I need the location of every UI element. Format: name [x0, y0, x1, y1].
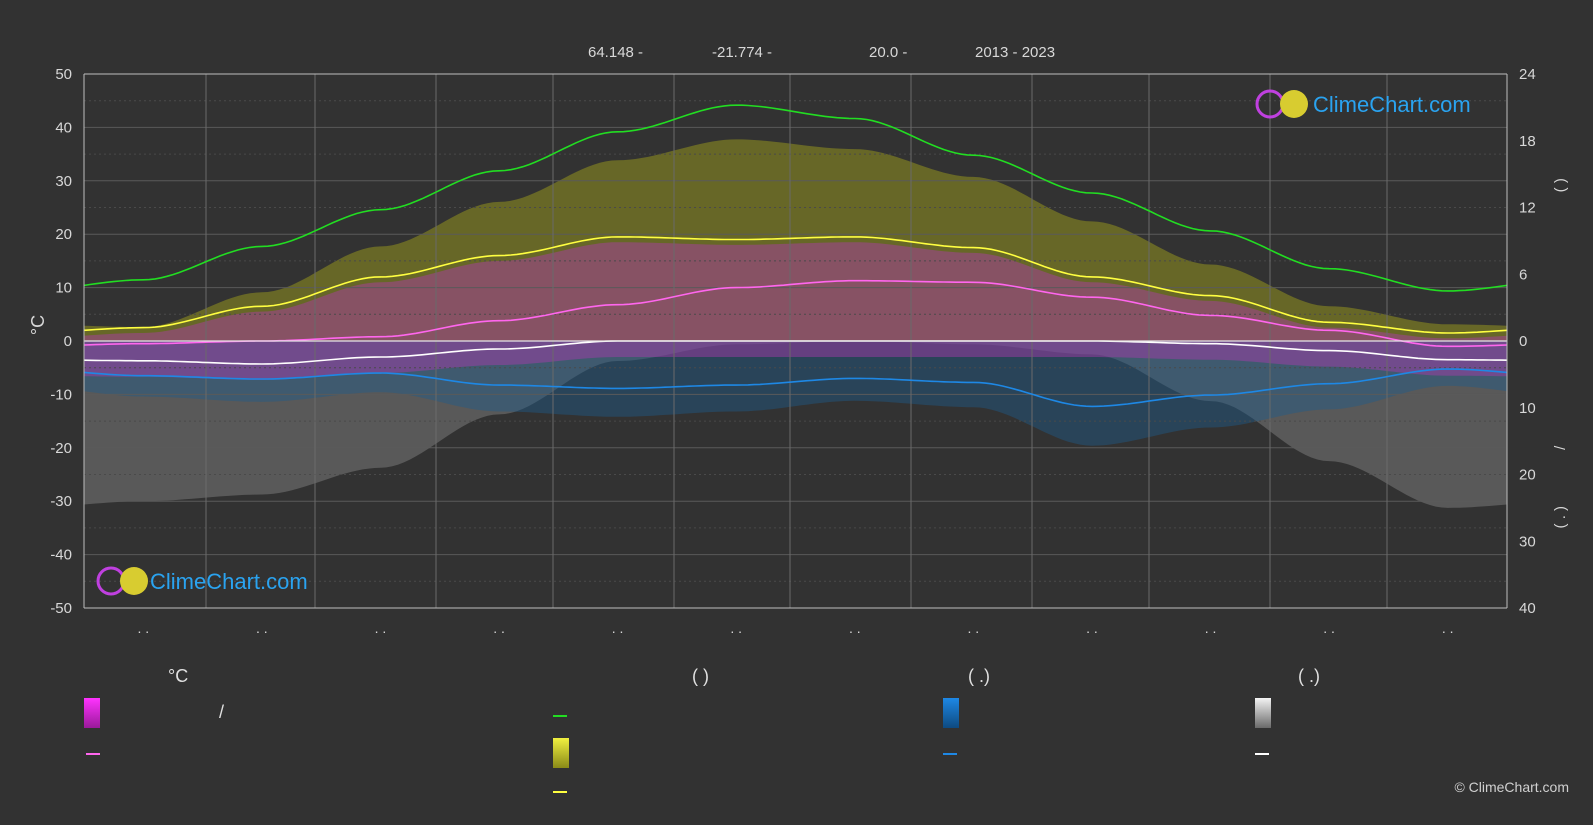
header-latitude: 64.148 -	[588, 44, 643, 61]
right-axis-label-fragment: ( )	[1552, 178, 1569, 192]
chart-grid	[84, 73, 1507, 609]
series-line-rain-mm	[83, 368, 1508, 408]
left-tick-label: 50	[55, 66, 72, 83]
legend-max-temp-line	[553, 791, 567, 793]
chart-header: 64.148 - -21.774 - 20.0 - 2013 - 2023	[588, 44, 1055, 61]
header-years: 2013 - 2023	[975, 44, 1055, 61]
temperature-range-band	[84, 242, 1507, 380]
chart-bands	[84, 139, 1507, 508]
header-longitude: -21.774 -	[712, 44, 772, 61]
logo-bottom-text: ClimeChart.com	[150, 569, 308, 594]
left-tick-label: -50	[50, 600, 72, 617]
left-tick-label: 30	[55, 173, 72, 190]
right-tick-label-hours: 12	[1519, 200, 1536, 217]
legend: °C ( ) ( .) ( .) /	[0, 650, 1593, 825]
month-tick-label: . .	[375, 620, 387, 636]
right-axis-label-fragment: /	[1552, 445, 1569, 450]
month-tick-label: . .	[730, 620, 742, 636]
left-tick-label: 20	[55, 226, 72, 243]
chart-lines	[83, 104, 1508, 408]
logo-bottom: ClimeChart.com	[96, 566, 308, 596]
legend-rain-heading: ( .)	[968, 666, 990, 686]
left-tick-label: 10	[55, 280, 72, 297]
right-tick-label-precip: 30	[1519, 533, 1536, 550]
legend-temperature-heading: °C	[168, 666, 189, 686]
chart-axes: 50 40 30 20 10 0 -10 -20 -30 -40 -50 °C 24 18 12 6 0 10 20…	[28, 66, 1569, 636]
series-line-max-temp	[83, 236, 1508, 334]
right-tick-label-hours: 24	[1519, 66, 1536, 83]
legend-temp-slash: /	[219, 702, 225, 722]
chart-svg: 50 40 30 20 10 0 -10 -20 -30 -40 -50 °C 24 18 12 6 0 10 20…	[28, 44, 1569, 636]
month-tick-label: . .	[849, 620, 861, 636]
right-tick-label-precip: 10	[1519, 400, 1536, 417]
right-axis-label-fragment: ( . )	[1552, 506, 1569, 529]
legend-temp-range-swatch	[84, 698, 100, 728]
legend-rain-line	[943, 753, 957, 755]
legend-rain-swatch	[943, 698, 959, 728]
left-axis-label: °C	[28, 315, 48, 335]
copyright-text: © ClimeChart.com	[1454, 779, 1569, 795]
month-tick-label: . .	[1086, 620, 1098, 636]
month-tick-label: . .	[1323, 620, 1335, 636]
legend-sunshine-heading: ( )	[692, 666, 709, 686]
left-tick-label: 0	[64, 333, 72, 350]
right-tick-label-hours: 6	[1519, 266, 1527, 283]
left-tick-label: -40	[50, 547, 72, 564]
legend-snow-swatch	[1255, 698, 1271, 728]
snow-band	[84, 341, 1507, 508]
logo-sun-icon	[1280, 90, 1308, 118]
right-tick-label-precip: 40	[1519, 600, 1536, 617]
logo-top: ClimeChart.com	[1255, 89, 1471, 119]
legend-min-temp-line	[1255, 753, 1269, 755]
legend-daylight-line	[553, 715, 567, 717]
right-tick-label-hours: 18	[1519, 133, 1536, 150]
left-tick-label: 40	[55, 119, 72, 136]
left-tick-label: -30	[50, 493, 72, 510]
month-tick-label: . .	[1442, 620, 1454, 636]
header-elevation: 20.0 -	[869, 44, 907, 61]
month-tick-label: . .	[968, 620, 980, 636]
month-tick-label: . .	[1205, 620, 1217, 636]
month-tick-label: . .	[493, 620, 505, 636]
sunshine-band	[84, 139, 1507, 341]
legend-sunshine-swatch	[553, 738, 569, 768]
right-tick-label-hours: 0	[1519, 333, 1527, 350]
month-tick-label: . .	[256, 620, 268, 636]
month-tick-label: . .	[612, 620, 624, 636]
month-tick-label: . .	[137, 620, 149, 636]
series-line-daylight-hours	[83, 104, 1508, 292]
legend-snow-heading: ( .)	[1298, 666, 1320, 686]
legend-mean-temp-line	[86, 753, 100, 755]
left-tick-label: -10	[50, 386, 72, 403]
rain-band	[84, 341, 1507, 446]
logo-top-text: ClimeChart.com	[1313, 92, 1471, 117]
left-tick-label: -20	[50, 440, 72, 457]
logo-sun-icon	[120, 567, 148, 595]
series-line-mean-temp	[83, 279, 1508, 348]
right-tick-label-precip: 20	[1519, 467, 1536, 484]
